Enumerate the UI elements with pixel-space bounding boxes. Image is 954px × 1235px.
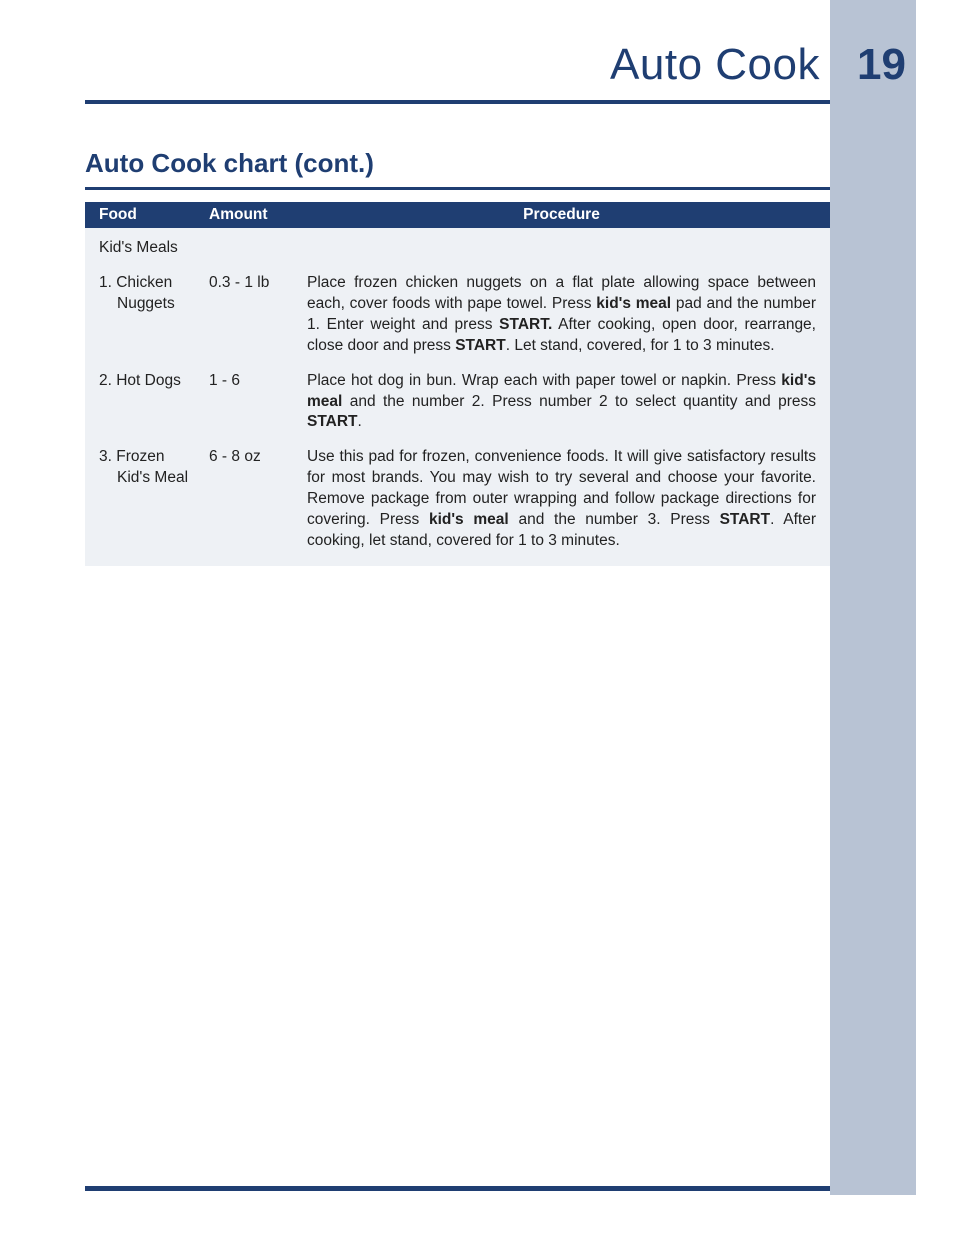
table-category-row: Kid's Meals bbox=[85, 228, 830, 263]
food-cell: 3. Frozen Kid's Meal bbox=[85, 443, 205, 493]
food-line1: 1. Chicken bbox=[99, 273, 197, 294]
table-header-row: Food Amount Procedure bbox=[85, 202, 830, 228]
table-row: 1. Chicken Nuggets 0.3 - 1 lb Place froz… bbox=[85, 263, 830, 361]
procedure-cell: Place hot dog in bun. Wrap each with pap… bbox=[303, 367, 830, 438]
page-number: 19 bbox=[857, 40, 906, 90]
amount-cell: 6 - 8 oz bbox=[205, 443, 303, 472]
food-line1: 2. Hot Dogs bbox=[99, 371, 197, 392]
food-line2: Nuggets bbox=[99, 294, 197, 315]
amount-cell: 1 - 6 bbox=[205, 367, 303, 396]
category-label: Kid's Meals bbox=[85, 234, 205, 263]
page-title-wrap: Auto Cook bbox=[610, 40, 820, 90]
auto-cook-table: Food Amount Procedure Kid's Meals 1. Chi… bbox=[85, 202, 830, 566]
bottom-rule bbox=[85, 1186, 830, 1191]
page-title: Auto Cook bbox=[610, 40, 820, 89]
col-header-procedure: Procedure bbox=[303, 202, 830, 228]
col-header-amount: Amount bbox=[205, 202, 303, 228]
category-amount-empty bbox=[205, 234, 303, 242]
amount-cell: 0.3 - 1 lb bbox=[205, 269, 303, 298]
food-line2: Kid's Meal bbox=[99, 468, 197, 489]
side-tab bbox=[830, 0, 916, 1195]
page: Auto Cook 19 Auto Cook chart (cont.) Foo… bbox=[0, 0, 954, 1235]
procedure-cell: Place frozen chicken nuggets on a flat p… bbox=[303, 269, 830, 361]
col-header-food: Food bbox=[85, 202, 205, 228]
food-cell: 1. Chicken Nuggets bbox=[85, 269, 205, 319]
top-rule bbox=[85, 100, 830, 104]
category-proc-empty bbox=[303, 234, 830, 242]
section-rule bbox=[85, 187, 830, 190]
procedure-cell: Use this pad for frozen, convenience foo… bbox=[303, 443, 830, 556]
table-body: Kid's Meals 1. Chicken Nuggets 0.3 - 1 l… bbox=[85, 228, 830, 566]
section-heading: Auto Cook chart (cont.) bbox=[85, 148, 830, 187]
section: Auto Cook chart (cont.) Food Amount Proc… bbox=[85, 148, 830, 566]
table-row: 2. Hot Dogs 1 - 6 Place hot dog in bun. … bbox=[85, 361, 830, 438]
food-cell: 2. Hot Dogs bbox=[85, 367, 205, 396]
table-row: 3. Frozen Kid's Meal 6 - 8 oz Use this p… bbox=[85, 437, 830, 556]
food-line1: 3. Frozen bbox=[99, 447, 197, 468]
